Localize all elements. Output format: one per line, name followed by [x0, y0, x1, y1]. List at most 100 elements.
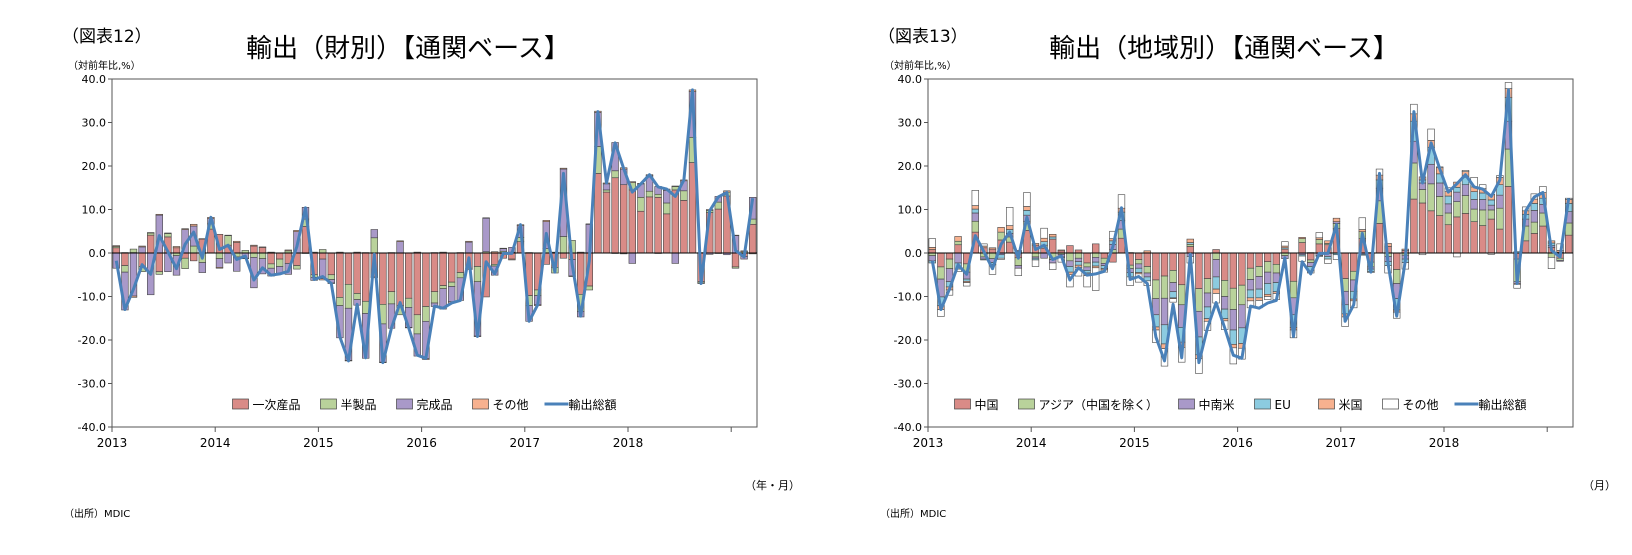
bar-segment: [559, 167, 568, 170]
bar-segment: [1246, 279, 1255, 291]
bar-segment: [112, 247, 120, 254]
bar-segment: [1272, 272, 1280, 283]
bar-segment: [1083, 252, 1091, 264]
bar-segment: [954, 236, 962, 242]
bar-segment: [1031, 259, 1040, 267]
bar-segment: [1504, 186, 1513, 254]
bar-segment: [1461, 170, 1470, 172]
bar-segment: [422, 252, 430, 307]
bar-segment: [611, 170, 619, 179]
x-tick-label: 2015: [303, 436, 334, 450]
bar-segment: [1186, 244, 1194, 247]
bar-segment: [1264, 271, 1272, 284]
bar-segment: [620, 184, 628, 254]
bar-segment: [731, 252, 740, 268]
bar-segment: [1143, 266, 1151, 274]
x-tick-label: 2016: [1222, 436, 1253, 450]
bar-segment: [1410, 198, 1418, 254]
legend-label: 完成品: [417, 397, 453, 412]
bar-segment: [319, 249, 327, 254]
bar-segment: [559, 236, 568, 254]
legend-swatch: [1254, 398, 1271, 410]
y-tick-label: 40.0: [82, 73, 107, 86]
bar-segment: [138, 245, 146, 248]
bar-segment: [439, 252, 447, 286]
bar-segment: [413, 252, 421, 316]
bar-segment: [1315, 232, 1323, 239]
bar-segment: [267, 252, 275, 265]
bar-segment: [1135, 263, 1143, 269]
bar-segment: [1530, 210, 1538, 223]
legend-label: 輸出総額: [569, 397, 617, 412]
bar-segment: [181, 228, 189, 230]
bar-segment: [971, 190, 979, 206]
y-axis-unit: （対前年比,%）: [884, 61, 957, 72]
bar-segment: [1461, 213, 1470, 254]
bar-segment: [1083, 275, 1091, 288]
bar-segment: [1556, 260, 1564, 262]
bar-segment: [448, 252, 456, 283]
bar-segment: [1298, 237, 1306, 239]
bar-segment: [1023, 206, 1031, 211]
bar-segment: [1169, 252, 1177, 271]
bar-segment: [1427, 210, 1435, 254]
bar-segment: [147, 234, 155, 254]
bar-segment: [1229, 329, 1237, 345]
bar-segment: [1358, 217, 1366, 230]
bar-segment: [1074, 252, 1083, 259]
legend-swatch: [396, 398, 413, 410]
bar-segment: [293, 265, 301, 270]
bar-segment: [1461, 184, 1470, 196]
bar-segment: [1169, 298, 1177, 303]
bar-segment: [971, 220, 979, 233]
bar-segment: [1496, 228, 1504, 254]
y-tick-label: 10.0: [82, 204, 107, 217]
y-tick-label: -20.0: [78, 334, 106, 347]
x-tick-label: 2015: [1119, 436, 1150, 450]
bar-segment: [1083, 262, 1091, 268]
bar-segment: [181, 257, 189, 269]
bar-segment: [928, 255, 936, 262]
bar-segment: [405, 297, 413, 308]
bar-segment: [121, 252, 129, 266]
bar-segment: [250, 245, 258, 254]
bar-segment: [198, 262, 206, 273]
y-tick-label: -30.0: [894, 378, 922, 391]
bar-segment: [1143, 252, 1151, 267]
bar-segment: [344, 252, 353, 285]
bar-segment: [1040, 227, 1048, 239]
bar-segment: [1169, 270, 1177, 283]
bar-segment: [344, 284, 353, 309]
bar-segment: [1195, 252, 1203, 289]
bar-segment: [971, 208, 979, 214]
bar-segment: [215, 267, 224, 269]
bar-segment: [448, 286, 456, 303]
bar-segment: [1556, 257, 1564, 261]
bar-segment: [1487, 218, 1495, 254]
bar-segment: [559, 252, 568, 259]
y-tick-label: 30.0: [82, 117, 107, 130]
bar-segment: [1255, 266, 1263, 277]
legend-swatch: [954, 398, 971, 410]
bar-segment: [396, 241, 404, 254]
bar-segment: [276, 258, 284, 267]
bar-segment: [954, 240, 962, 246]
y-tick-label: -20.0: [894, 334, 922, 347]
bar-segment: [190, 245, 198, 254]
bar-segment: [1453, 191, 1461, 202]
bar-segment: [1221, 252, 1229, 281]
bar-segment: [577, 252, 585, 295]
bar-segment: [1169, 291, 1177, 299]
bar-segment: [224, 234, 232, 236]
bar-segment: [1040, 237, 1048, 242]
bar-segment: [147, 232, 155, 234]
bar-segment: [645, 190, 654, 198]
bar-segment: [1315, 239, 1323, 245]
bar-segment: [1547, 257, 1556, 269]
legend-label: 中国: [975, 397, 999, 412]
bar-segment: [439, 285, 447, 289]
bar-segment: [396, 252, 404, 306]
bar-segment: [1453, 216, 1461, 254]
legend-label: 半製品: [341, 398, 377, 412]
y-tick-label: -40.0: [78, 421, 106, 434]
